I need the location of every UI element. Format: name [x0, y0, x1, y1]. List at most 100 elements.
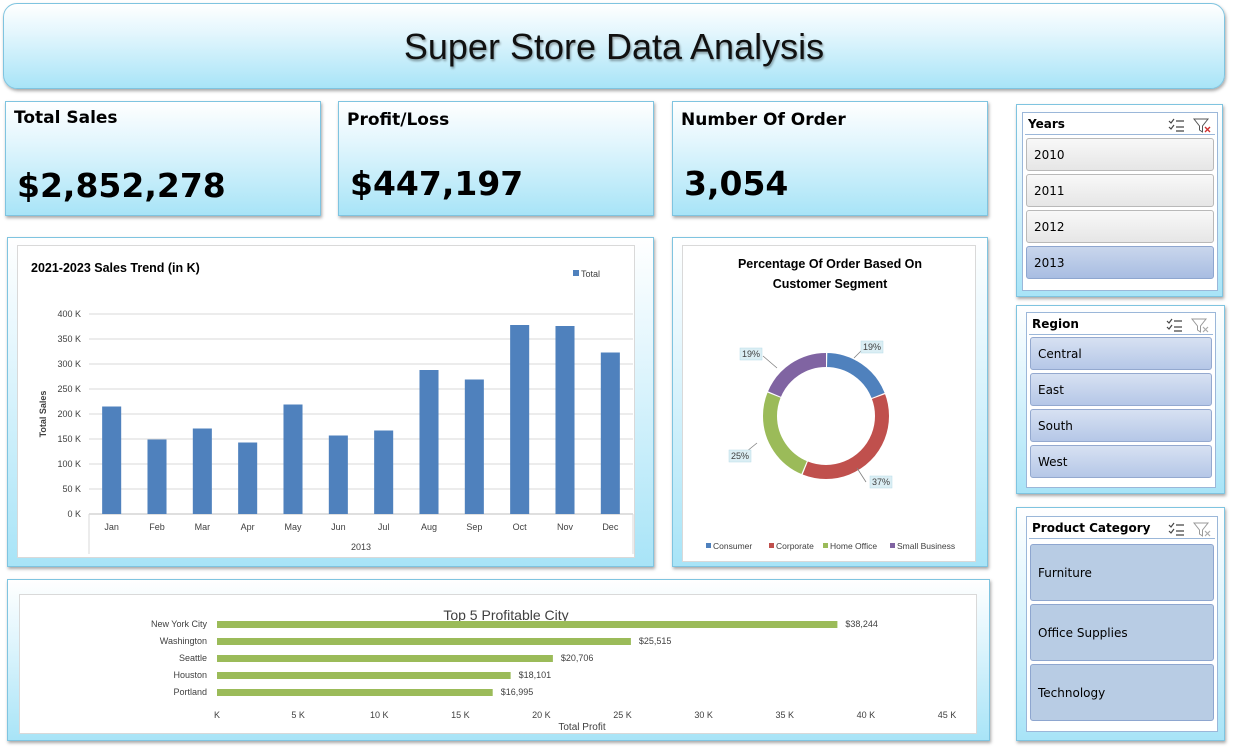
y-tick-label: 150 K — [57, 434, 81, 444]
sales-trend-chart-area[interactable]: 2021-2023 Sales Trend (in K) 0 K 50 K 100 K… — [17, 245, 635, 558]
hbar-washington — [217, 638, 631, 645]
x-tick-label: K — [214, 710, 220, 720]
slicer-item-south[interactable]: South — [1030, 409, 1212, 442]
slicer-item-label: Office Supplies — [1038, 625, 1128, 640]
y-tick-label: Portland — [173, 687, 207, 697]
slicer-item-office-supplies[interactable]: Office Supplies — [1030, 604, 1214, 661]
kpi-label: Number Of Order — [681, 110, 846, 130]
slicer-header-icons — [1168, 118, 1211, 133]
slicer-item-2011[interactable]: 2011 — [1026, 174, 1214, 207]
sales-trend-chart: 2021-2023 Sales Trend (in K) 0 K 50 K 100 K… — [31, 261, 634, 554]
slicer-item-technology[interactable]: Technology — [1030, 664, 1214, 721]
slicer-title: Product Category — [1032, 521, 1151, 535]
slicer-item-2010[interactable]: 2010 — [1026, 138, 1214, 171]
top-city-panel: Top 5 Profitable City New York City $38,24… — [7, 579, 990, 741]
slicer-item-label: South — [1038, 418, 1073, 433]
slicer-item-2013[interactable]: 2013 — [1026, 246, 1214, 279]
x-tick-label: 45 K — [938, 710, 957, 720]
x-tick-label: Jun — [331, 522, 346, 532]
multi-select-icon[interactable] — [1166, 318, 1182, 332]
kpi-label: Profit/Loss — [347, 110, 450, 130]
x-tick-label: Dec — [602, 522, 619, 532]
kpi-profit-loss: Profit/Loss $447,197 — [338, 101, 654, 216]
kpi-label: Total Sales — [14, 108, 118, 128]
slicer-title: Years — [1028, 117, 1065, 131]
title-banner: Super Store Data Analysis — [3, 3, 1225, 89]
bar-jan — [102, 406, 122, 514]
slicer-item-label: Furniture — [1038, 565, 1092, 580]
clear-filter-icon[interactable] — [1190, 318, 1209, 333]
data-label-box — [728, 449, 752, 463]
data-label: $16,995 — [501, 687, 534, 697]
data-label: $25,515 — [639, 636, 672, 646]
segment-donut-chart: Percentage Of Order Based On Customer Seg… — [706, 257, 955, 551]
data-label: 19% — [863, 342, 881, 352]
x-tick-label: Apr — [241, 522, 255, 532]
multi-select-icon[interactable] — [1168, 522, 1184, 536]
x-tick-label: Oct — [513, 522, 528, 532]
x-tick-label: Sep — [466, 522, 482, 532]
hbar-seattle — [217, 655, 553, 662]
chart-title: 2021-2023 Sales Trend (in K) — [31, 261, 200, 275]
y-axis-label: Total Sales — [38, 391, 48, 438]
legend-swatch — [706, 543, 711, 548]
legend-label: Small Business — [897, 541, 955, 551]
x-tick-label: 20 K — [532, 710, 551, 720]
donut-segment-corporate — [763, 353, 889, 479]
y-tick-label: 200 K — [57, 409, 81, 419]
bar-apr — [238, 442, 258, 514]
chart-title: Percentage Of Order Based On — [738, 257, 922, 271]
y-tick-label: 50 K — [62, 484, 81, 494]
clear-filter-icon[interactable] — [1192, 522, 1211, 537]
bar-jul — [374, 430, 394, 514]
category-slicer: Product Category Furniture Office Suppli… — [1026, 516, 1218, 732]
bar-mar — [192, 428, 212, 514]
bar-sep — [464, 379, 484, 514]
y-tick-label: 250 K — [57, 384, 81, 394]
slicer-item-label: West — [1038, 454, 1068, 469]
data-label-box — [739, 347, 763, 361]
slicer-item-west[interactable]: West — [1030, 445, 1212, 478]
x-tick-label: Nov — [557, 522, 574, 532]
hbar-houston — [217, 672, 511, 679]
page-title: Super Store Data Analysis — [403, 26, 825, 67]
slicer-item-label: East — [1038, 382, 1064, 397]
data-label: 19% — [742, 349, 760, 359]
y-tick-label: New York City — [151, 619, 208, 629]
bar-aug — [419, 370, 439, 514]
bar-oct — [510, 325, 530, 514]
legend-swatch — [890, 543, 895, 548]
legend-swatch — [823, 543, 828, 548]
y-tick-label: 100 K — [57, 459, 81, 469]
x-tick-label: 25 K — [613, 710, 632, 720]
clear-filter-icon[interactable] — [1192, 118, 1211, 133]
slicer-header: Years — [1025, 115, 1215, 135]
y-tick-label: 350 K — [57, 334, 81, 344]
slicer-item-furniture[interactable]: Furniture — [1030, 544, 1214, 601]
y-tick-label: Houston — [173, 670, 207, 680]
top-city-chart-area[interactable]: Top 5 Profitable City New York City $38,24… — [19, 594, 977, 734]
region-slicer-panel: Region Central East South West — [1016, 305, 1225, 494]
y-tick-label: 400 K — [57, 309, 81, 319]
slicer-item-central[interactable]: Central — [1030, 337, 1212, 370]
slicer-item-east[interactable]: East — [1030, 373, 1212, 406]
segment-chart-area[interactable]: Percentage Of Order Based On Customer Seg… — [682, 245, 976, 562]
slicer-item-label: Technology — [1038, 685, 1106, 700]
slicer-item-2012[interactable]: 2012 — [1026, 210, 1214, 243]
slicer-header: Region — [1029, 315, 1213, 335]
x-tick-label: Jan — [104, 522, 119, 532]
slicer-item-label: Central — [1038, 346, 1082, 361]
x-tick-label: 15 K — [451, 710, 470, 720]
slicer-header: Product Category — [1029, 519, 1215, 539]
data-label-box — [860, 340, 884, 354]
region-slicer: Region Central East South West — [1026, 312, 1216, 488]
bar-dec — [600, 352, 620, 514]
x-tick-label: Feb — [149, 522, 165, 532]
multi-select-icon[interactable] — [1168, 118, 1184, 132]
x-tick-label: 35 K — [776, 710, 795, 720]
legend-label: Consumer — [713, 541, 752, 551]
segment-panel: Percentage Of Order Based On Customer Seg… — [672, 237, 988, 567]
data-label: $38,244 — [845, 619, 878, 629]
data-label: $18,101 — [519, 670, 552, 680]
x-tick-label: 10 K — [370, 710, 389, 720]
